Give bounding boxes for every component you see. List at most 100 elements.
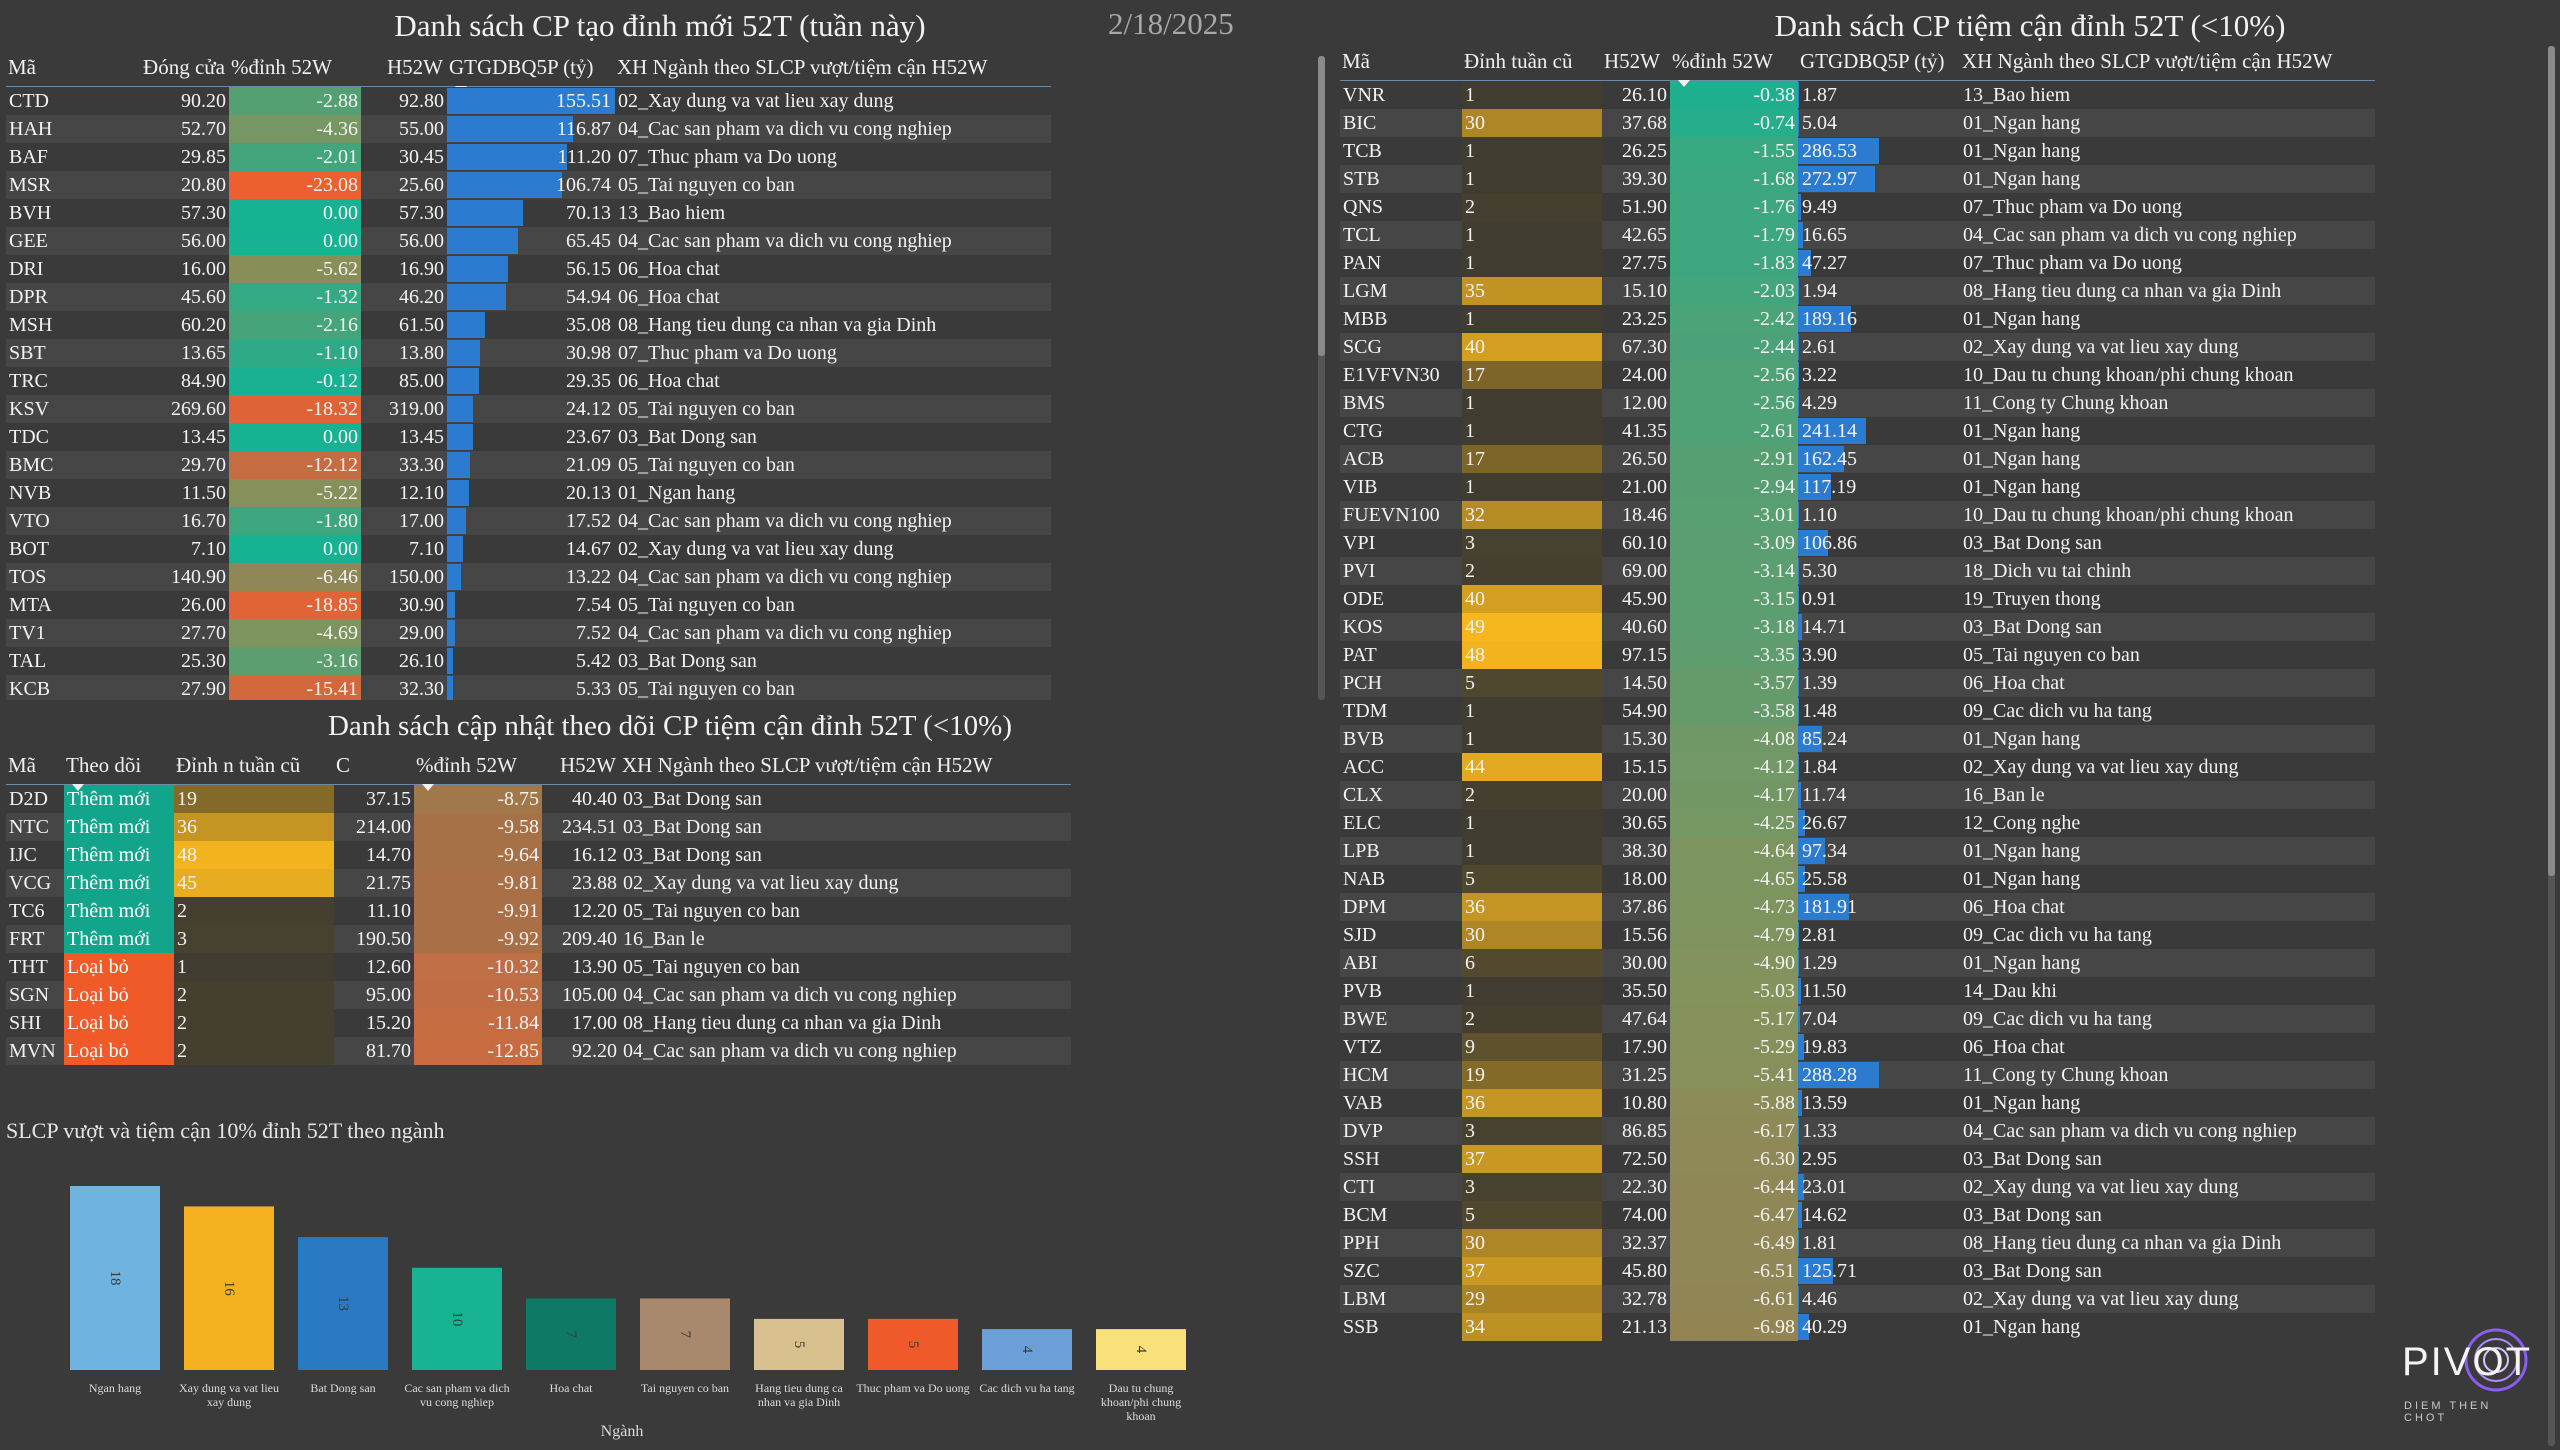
table-row[interactable]: PVB 1 35.50 -5.03 11.50 14_Dau khi [1340, 976, 2375, 1005]
table-row[interactable]: DPR 45.60 -1.32 46.20 54.94 06_Hoa chat [6, 282, 1051, 311]
table-row[interactable]: PAN 1 27.75 -1.83 47.27 07_Thuc pham va Do uo… [1340, 248, 2375, 277]
new-highs-scrollbar-thumb[interactable] [1318, 56, 1325, 356]
table-row[interactable]: MVN Loại bỏ 2 81.70 -12.85 92.20 04_Cac san ph… [6, 1036, 1071, 1065]
table-row[interactable]: BVH 57.30 0.00 57.30 70.13 13_Bao hiem [6, 198, 1051, 227]
table-row[interactable]: MSH 60.20 -2.16 61.50 35.08 08_Hang tieu dung… [6, 310, 1051, 339]
chart-bar[interactable] [982, 1329, 1072, 1370]
table-row[interactable]: BVB 1 15.30 -4.08 85.24 01_Ngan hang [1340, 724, 2375, 753]
table-row[interactable]: MTA 26.00 -18.85 30.90 7.54 05_Tai nguyen co … [6, 590, 1051, 619]
table-row[interactable]: SGN Loại bỏ 2 95.00 -10.53 105.00 04_Cac san p… [6, 980, 1071, 1009]
table-row[interactable]: THT Loại bỏ 1 12.60 -10.32 13.90 05_Tai nguyen… [6, 952, 1071, 981]
table-row[interactable]: LBM 29 32.78 -6.61 4.46 02_Xay dung va vat li… [1340, 1284, 2375, 1313]
col-pct-dinh[interactable]: %đỉnh 52W [229, 50, 361, 86]
col-h52w[interactable]: H52W [542, 748, 620, 784]
col-theo-doi[interactable]: Theo dõi [64, 748, 174, 791]
table-row[interactable]: VNR 1 26.10 -0.38 1.87 13_Bao hiem [1340, 80, 2375, 109]
table-row[interactable]: DVP 3 86.85 -6.17 1.33 04_Cac san pham va dic… [1340, 1116, 2375, 1145]
table-row[interactable]: TCL 1 42.65 -1.79 16.65 04_Cac san pham va di… [1340, 220, 2375, 249]
table-row[interactable]: NTC Thêm mới 36 214.00 -9.58 234.51 03_Bat Don… [6, 812, 1071, 841]
table-row[interactable]: KOS 49 40.60 -3.18 14.71 03_Bat Dong san [1340, 612, 2375, 641]
table-row[interactable]: ACB 17 26.50 -2.91 162.45 01_Ngan hang [1340, 444, 2375, 473]
table-row[interactable]: KSV 269.60 -18.32 319.00 24.12 05_Tai nguyen … [6, 394, 1051, 423]
table-row[interactable]: CTG 1 41.35 -2.61 241.14 01_Ngan hang [1340, 416, 2375, 445]
table-row[interactable]: SJD 30 15.56 -4.79 2.81 09_Cac dich vu ha tan… [1340, 920, 2375, 949]
table-row[interactable]: VAB 36 10.80 -5.88 13.59 01_Ngan hang [1340, 1088, 2375, 1117]
table-row[interactable]: SSB 34 21.13 -6.98 40.29 01_Ngan hang [1340, 1312, 2375, 1341]
sort-desc-icon[interactable] [72, 783, 84, 791]
table-row[interactable]: BMC 29.70 -12.12 33.30 21.09 05_Tai nguyen co… [6, 450, 1051, 479]
table-row[interactable]: D2D Thêm mới 19 37.15 -8.75 40.40 03_Bat Dong … [6, 784, 1071, 813]
watch-updates-table-panel[interactable]: Mã Theo dõi Đỉnh n tuần cũ C %đỉnh 52W H52W XH… [6, 748, 1256, 1078]
near-highs-table-panel[interactable]: Mã Đỉnh tuần cũ H52W %đỉnh 52W GTGDBQ5P (tỷ)… [1340, 44, 2540, 1450]
table-row[interactable]: PCH 5 14.50 -3.57 1.39 06_Hoa chat [1340, 668, 2375, 697]
table-row[interactable]: CTI 3 22.30 -6.44 23.01 02_Xay dung va vat li… [1340, 1172, 2375, 1201]
table-row[interactable]: HAH 52.70 -4.36 55.00 116.87 04_Cac san pham … [6, 114, 1051, 143]
table-row[interactable]: ABI 6 30.00 -4.90 1.29 01_Ngan hang [1340, 948, 2375, 977]
table-row[interactable]: NAB 5 18.00 -4.65 25.58 01_Ngan hang [1340, 864, 2375, 893]
chart-bar[interactable] [184, 1206, 274, 1370]
table-row[interactable]: STB 1 39.30 -1.68 272.97 01_Ngan hang [1340, 164, 2375, 193]
sort-desc-icon[interactable] [1678, 79, 1690, 87]
new-highs-table-panel[interactable]: Mã Đóng cửa %đỉnh 52W H52W GTGDBQ5P (tỷ) XH N… [6, 50, 1306, 700]
table-row[interactable]: E1VFVN30 17 24.00 -2.56 3.22 10_Dau tu chung … [1340, 360, 2375, 389]
table-row[interactable]: TDM 1 54.90 -3.58 1.48 09_Cac dich vu ha tang [1340, 696, 2375, 725]
col-h52w[interactable]: H52W [361, 50, 447, 86]
table-row[interactable]: SBT 13.65 -1.10 13.80 30.98 07_Thuc pham va D… [6, 338, 1051, 367]
new-highs-scrollbar[interactable] [1318, 56, 1325, 700]
col-ma[interactable]: Mã [1340, 44, 1462, 80]
chart-bar[interactable] [868, 1318, 958, 1370]
table-row[interactable]: HCM 19 31.25 -5.41 288.28 11_Cong ty Chung kh… [1340, 1060, 2375, 1089]
table-row[interactable]: IJC Thêm mới 48 14.70 -9.64 16.12 03_Bat Dong … [6, 840, 1071, 869]
col-nganh[interactable]: XH Ngành theo SLCP vượt/tiệm cận H52W [620, 748, 1071, 784]
table-row[interactable]: GEE 56.00 0.00 56.00 65.45 04_Cac san pham va… [6, 226, 1051, 255]
table-row[interactable]: DRI 16.00 -5.62 16.90 56.15 06_Hoa chat [6, 254, 1051, 283]
table-row[interactable]: LPB 1 38.30 -4.64 97.34 01_Ngan hang [1340, 836, 2375, 865]
col-pct-dinh[interactable]: %đỉnh 52W [1670, 44, 1798, 87]
table-row[interactable]: BAF 29.85 -2.01 30.45 111.20 07_Thuc pham va … [6, 142, 1051, 171]
table-row[interactable]: CLX 2 20.00 -4.17 11.74 16_Ban le [1340, 780, 2375, 809]
chart-bar[interactable] [298, 1237, 388, 1370]
table-row[interactable]: TC6 Thêm mới 2 11.10 -9.91 12.20 05_Tai nguyen… [6, 896, 1071, 925]
table-row[interactable]: TDC 13.45 0.00 13.45 23.67 03_Bat Dong san [6, 422, 1051, 451]
table-row[interactable]: BIC 30 37.68 -0.74 5.04 01_Ngan hang [1340, 108, 2375, 137]
chart-bar[interactable] [640, 1298, 730, 1370]
table-row[interactable]: VTZ 9 17.90 -5.29 19.83 06_Hoa chat [1340, 1032, 2375, 1061]
col-dong-cua[interactable]: Đóng cửa [101, 50, 229, 86]
table-row[interactable]: MSR 20.80 -23.08 25.60 106.74 05_Tai nguyen c… [6, 170, 1051, 199]
table-row[interactable]: PVI 2 69.00 -3.14 5.30 18_Dich vu tai chinh [1340, 556, 2375, 585]
table-row[interactable]: VTO 16.70 -1.80 17.00 17.52 04_Cac san pham v… [6, 506, 1051, 535]
table-row[interactable]: PPH 30 32.37 -6.49 1.81 08_Hang tieu dung ca … [1340, 1228, 2375, 1257]
near-highs-scrollbar-thumb[interactable] [2548, 46, 2555, 876]
table-row[interactable]: BMS 1 12.00 -2.56 4.29 11_Cong ty Chung khoan [1340, 388, 2375, 417]
table-row[interactable]: BCM 5 74.00 -6.47 14.62 03_Bat Dong san [1340, 1200, 2375, 1229]
table-row[interactable]: FRT Thêm mới 3 190.50 -9.92 209.40 16_Ban le [6, 924, 1071, 953]
table-row[interactable]: TV1 27.70 -4.69 29.00 7.52 04_Cac san pham va… [6, 618, 1051, 647]
table-row[interactable]: ODE 40 45.90 -3.15 0.91 19_Truyen thong [1340, 584, 2375, 613]
table-row[interactable]: TAL 25.30 -3.16 26.10 5.42 03_Bat Dong san [6, 646, 1051, 675]
col-nganh[interactable]: XH Ngành theo SLCP vượt/tiệm cận H52W [615, 50, 1051, 86]
table-row[interactable]: MBB 1 23.25 -2.42 189.16 01_Ngan hang [1340, 304, 2375, 333]
table-row[interactable]: LGM 35 15.10 -2.03 1.94 08_Hang tieu dung ca … [1340, 276, 2375, 305]
table-row[interactable]: ACC 44 15.15 -4.12 1.84 02_Xay dung va vat li… [1340, 752, 2375, 781]
table-row[interactable]: VPI 3 60.10 -3.09 106.86 03_Bat Dong san [1340, 528, 2375, 557]
col-gtgd[interactable]: GTGDBQ5P (tỷ) [447, 50, 615, 93]
table-row[interactable]: VIB 1 21.00 -2.94 117.19 01_Ngan hang [1340, 472, 2375, 501]
chart-bar[interactable] [526, 1298, 616, 1370]
table-row[interactable]: PAT 48 97.15 -3.35 3.90 05_Tai nguyen co ban [1340, 640, 2375, 669]
table-row[interactable]: FUEVN100 32 18.46 -3.01 1.10 10_Dau tu chung … [1340, 500, 2375, 529]
table-row[interactable]: NVB 11.50 -5.22 12.10 20.13 01_Ngan hang [6, 478, 1051, 507]
table-row[interactable]: TOS 140.90 -6.46 150.00 13.22 04_Cac san pham… [6, 562, 1051, 591]
table-row[interactable]: TCB 1 26.25 -1.55 286.53 01_Ngan hang [1340, 136, 2375, 165]
table-row[interactable]: TRC 84.90 -0.12 85.00 29.35 06_Hoa chat [6, 366, 1051, 395]
chart-bar[interactable] [1096, 1329, 1186, 1370]
table-row[interactable]: SZC 37 45.80 -6.51 125.71 03_Bat Dong san [1340, 1256, 2375, 1285]
table-row[interactable]: VCG Thêm mới 45 21.75 -9.81 23.88 02_Xay dung … [6, 868, 1071, 897]
table-row[interactable]: CTD 90.20 -2.88 92.80 155.51 02_Xay dung va v… [6, 86, 1051, 115]
table-row[interactable]: BWE 2 47.64 -5.17 7.04 09_Cac dich vu ha tang [1340, 1004, 2375, 1033]
col-pct-dinh[interactable]: %đỉnh 52W [414, 748, 542, 791]
chart-bar[interactable] [70, 1186, 160, 1370]
table-row[interactable]: KCB 27.90 -15.41 32.30 5.33 05_Tai nguyen co … [6, 674, 1051, 700]
col-h52w[interactable]: H52W [1602, 44, 1670, 80]
chart-bar[interactable] [412, 1267, 502, 1370]
col-nganh[interactable]: XH Ngành theo SLCP vượt/tiệm cận H52W [1960, 44, 2375, 80]
